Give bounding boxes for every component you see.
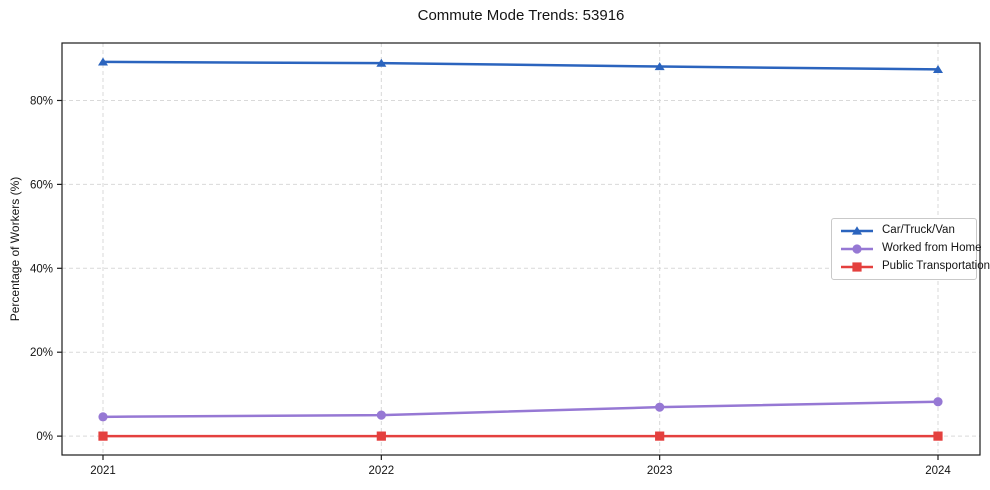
data-point-public-transportation-2023	[655, 431, 665, 441]
legend: Car/Truck/Van Worked from Home Public Tr…	[831, 218, 990, 280]
data-point-public-transportation-2021	[98, 431, 108, 441]
data-point-worked-from-home-2022	[376, 410, 386, 420]
chart-title: Commute Mode Trends: 53916	[417, 7, 625, 24]
legend-label: Public Transportation	[882, 260, 990, 273]
data-point-public-transportation-2024	[933, 431, 943, 441]
legend-label: Worked from Home	[882, 242, 982, 255]
x-tick-label: 2024	[925, 465, 951, 477]
data-point-public-transportation-2022	[376, 431, 386, 441]
y-tick-label: 80%	[30, 95, 53, 107]
data-point-car-truck-van-2024	[933, 65, 943, 74]
data-point-car-truck-van-2022	[376, 58, 387, 67]
x-tick-label: 2023	[647, 465, 673, 477]
legend-item-worked-from-home: Worked from Home	[839, 243, 981, 255]
data-point-worked-from-home-2023	[655, 402, 665, 412]
line-circle-marker-icon	[841, 244, 873, 254]
x-tick-label: 2022	[369, 465, 395, 477]
y-tick-label: 40%	[30, 263, 53, 275]
line-triangle-marker-icon	[841, 226, 873, 235]
x-tick-label: 2021	[90, 465, 116, 477]
plot-frame	[61, 42, 981, 456]
series-line-car-truck-van	[101, 60, 940, 71]
data-point-worked-from-home-2021	[98, 412, 108, 422]
data-point-car-truck-van-2021	[98, 57, 108, 66]
line-square-marker-icon	[841, 262, 873, 272]
data-point-car-truck-van-2023	[654, 62, 665, 71]
y-tick-label: 20%	[30, 347, 53, 359]
y-axis-label: Percentage of Workers (%)	[8, 176, 22, 322]
series-line-worked-from-home	[101, 400, 940, 419]
data-point-worked-from-home-2024	[933, 397, 943, 407]
y-tick-label: 0%	[36, 431, 53, 443]
legend-label: Car/Truck/Van	[882, 224, 955, 237]
legend-item-car-truck-van: Car/Truck/Van	[839, 225, 969, 237]
legend-item-public-transportation: Public Transportation	[839, 261, 990, 273]
y-tick-label: 60%	[30, 179, 53, 191]
